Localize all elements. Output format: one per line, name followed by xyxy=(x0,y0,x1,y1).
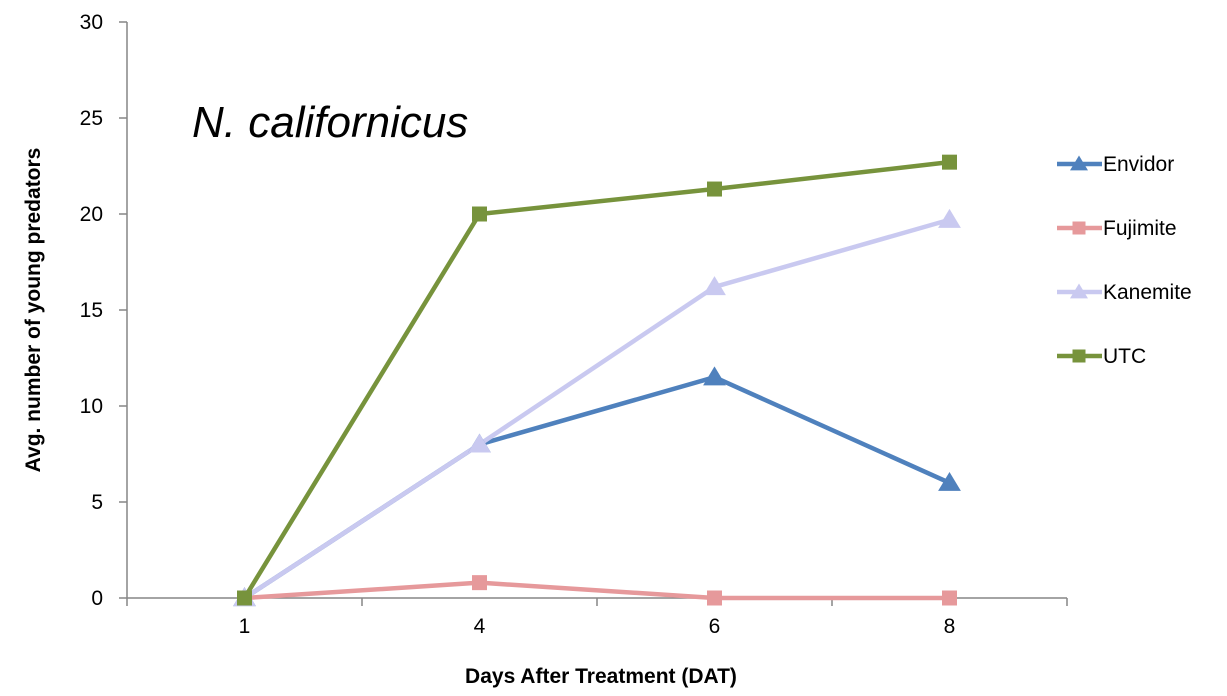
x-tick-label: 1 xyxy=(239,615,251,638)
y-tick-label: 20 xyxy=(80,203,103,226)
legend-swatch-marker xyxy=(1070,283,1088,299)
data-point-utc xyxy=(472,206,487,222)
legend-label: Envidor xyxy=(1103,153,1174,176)
x-ticks: 1 4 6 8 xyxy=(126,598,1068,638)
x-axis-title: Days After Treatment (DAT) xyxy=(465,665,737,688)
legend: Envidor Fujimite Kanemite UTC xyxy=(1057,153,1192,368)
series-line-utc xyxy=(242,159,950,600)
legend-item-kanemite: Kanemite xyxy=(1057,281,1192,304)
legend-item-envidor: Envidor xyxy=(1057,153,1174,176)
legend-swatch-marker xyxy=(1070,155,1088,171)
y-tick-label: 0 xyxy=(91,587,103,610)
data-point-kanemite xyxy=(703,276,726,296)
y-tick-label: 15 xyxy=(80,299,103,322)
data-point-kanemite xyxy=(468,433,491,453)
data-point-fujimite xyxy=(472,575,487,591)
data-point-utc xyxy=(707,181,722,197)
data-point-fujimite xyxy=(707,590,722,606)
y-axis-title: Avg. number of young predators xyxy=(22,148,45,473)
x-tick-label: 4 xyxy=(474,615,486,638)
x-tick-label: 6 xyxy=(709,615,721,638)
legend-swatch-marker xyxy=(1072,349,1086,363)
legend-item-fujimite: Fujimite xyxy=(1057,217,1177,240)
legend-label: Kanemite xyxy=(1103,281,1192,304)
data-point-kanemite xyxy=(938,208,961,228)
data-point-envidor xyxy=(703,366,726,386)
y-tick-label: 30 xyxy=(80,11,103,34)
legend-label: UTC xyxy=(1103,345,1146,368)
legend-item-utc: UTC xyxy=(1057,345,1146,368)
chart-title: N. californicus xyxy=(192,98,468,147)
legend-swatch-marker xyxy=(1072,221,1086,235)
series-line-kanemite xyxy=(243,217,951,600)
y-tick-label: 25 xyxy=(80,107,103,130)
data-point-utc xyxy=(237,590,252,606)
legend-label: Fujimite xyxy=(1103,217,1177,240)
y-tick-label: 5 xyxy=(91,491,103,514)
series-line-envidor xyxy=(243,374,951,600)
y-tick-label: 10 xyxy=(80,395,103,418)
series-lines xyxy=(242,159,951,601)
x-tick-label: 8 xyxy=(944,615,956,638)
y-ticks: 0 5 10 15 20 25 30 xyxy=(80,11,127,610)
data-point-envidor xyxy=(938,471,961,491)
series-line-fujimite xyxy=(244,580,950,601)
series-markers xyxy=(233,154,961,607)
data-point-utc xyxy=(942,154,957,170)
data-point-fujimite xyxy=(942,590,957,606)
